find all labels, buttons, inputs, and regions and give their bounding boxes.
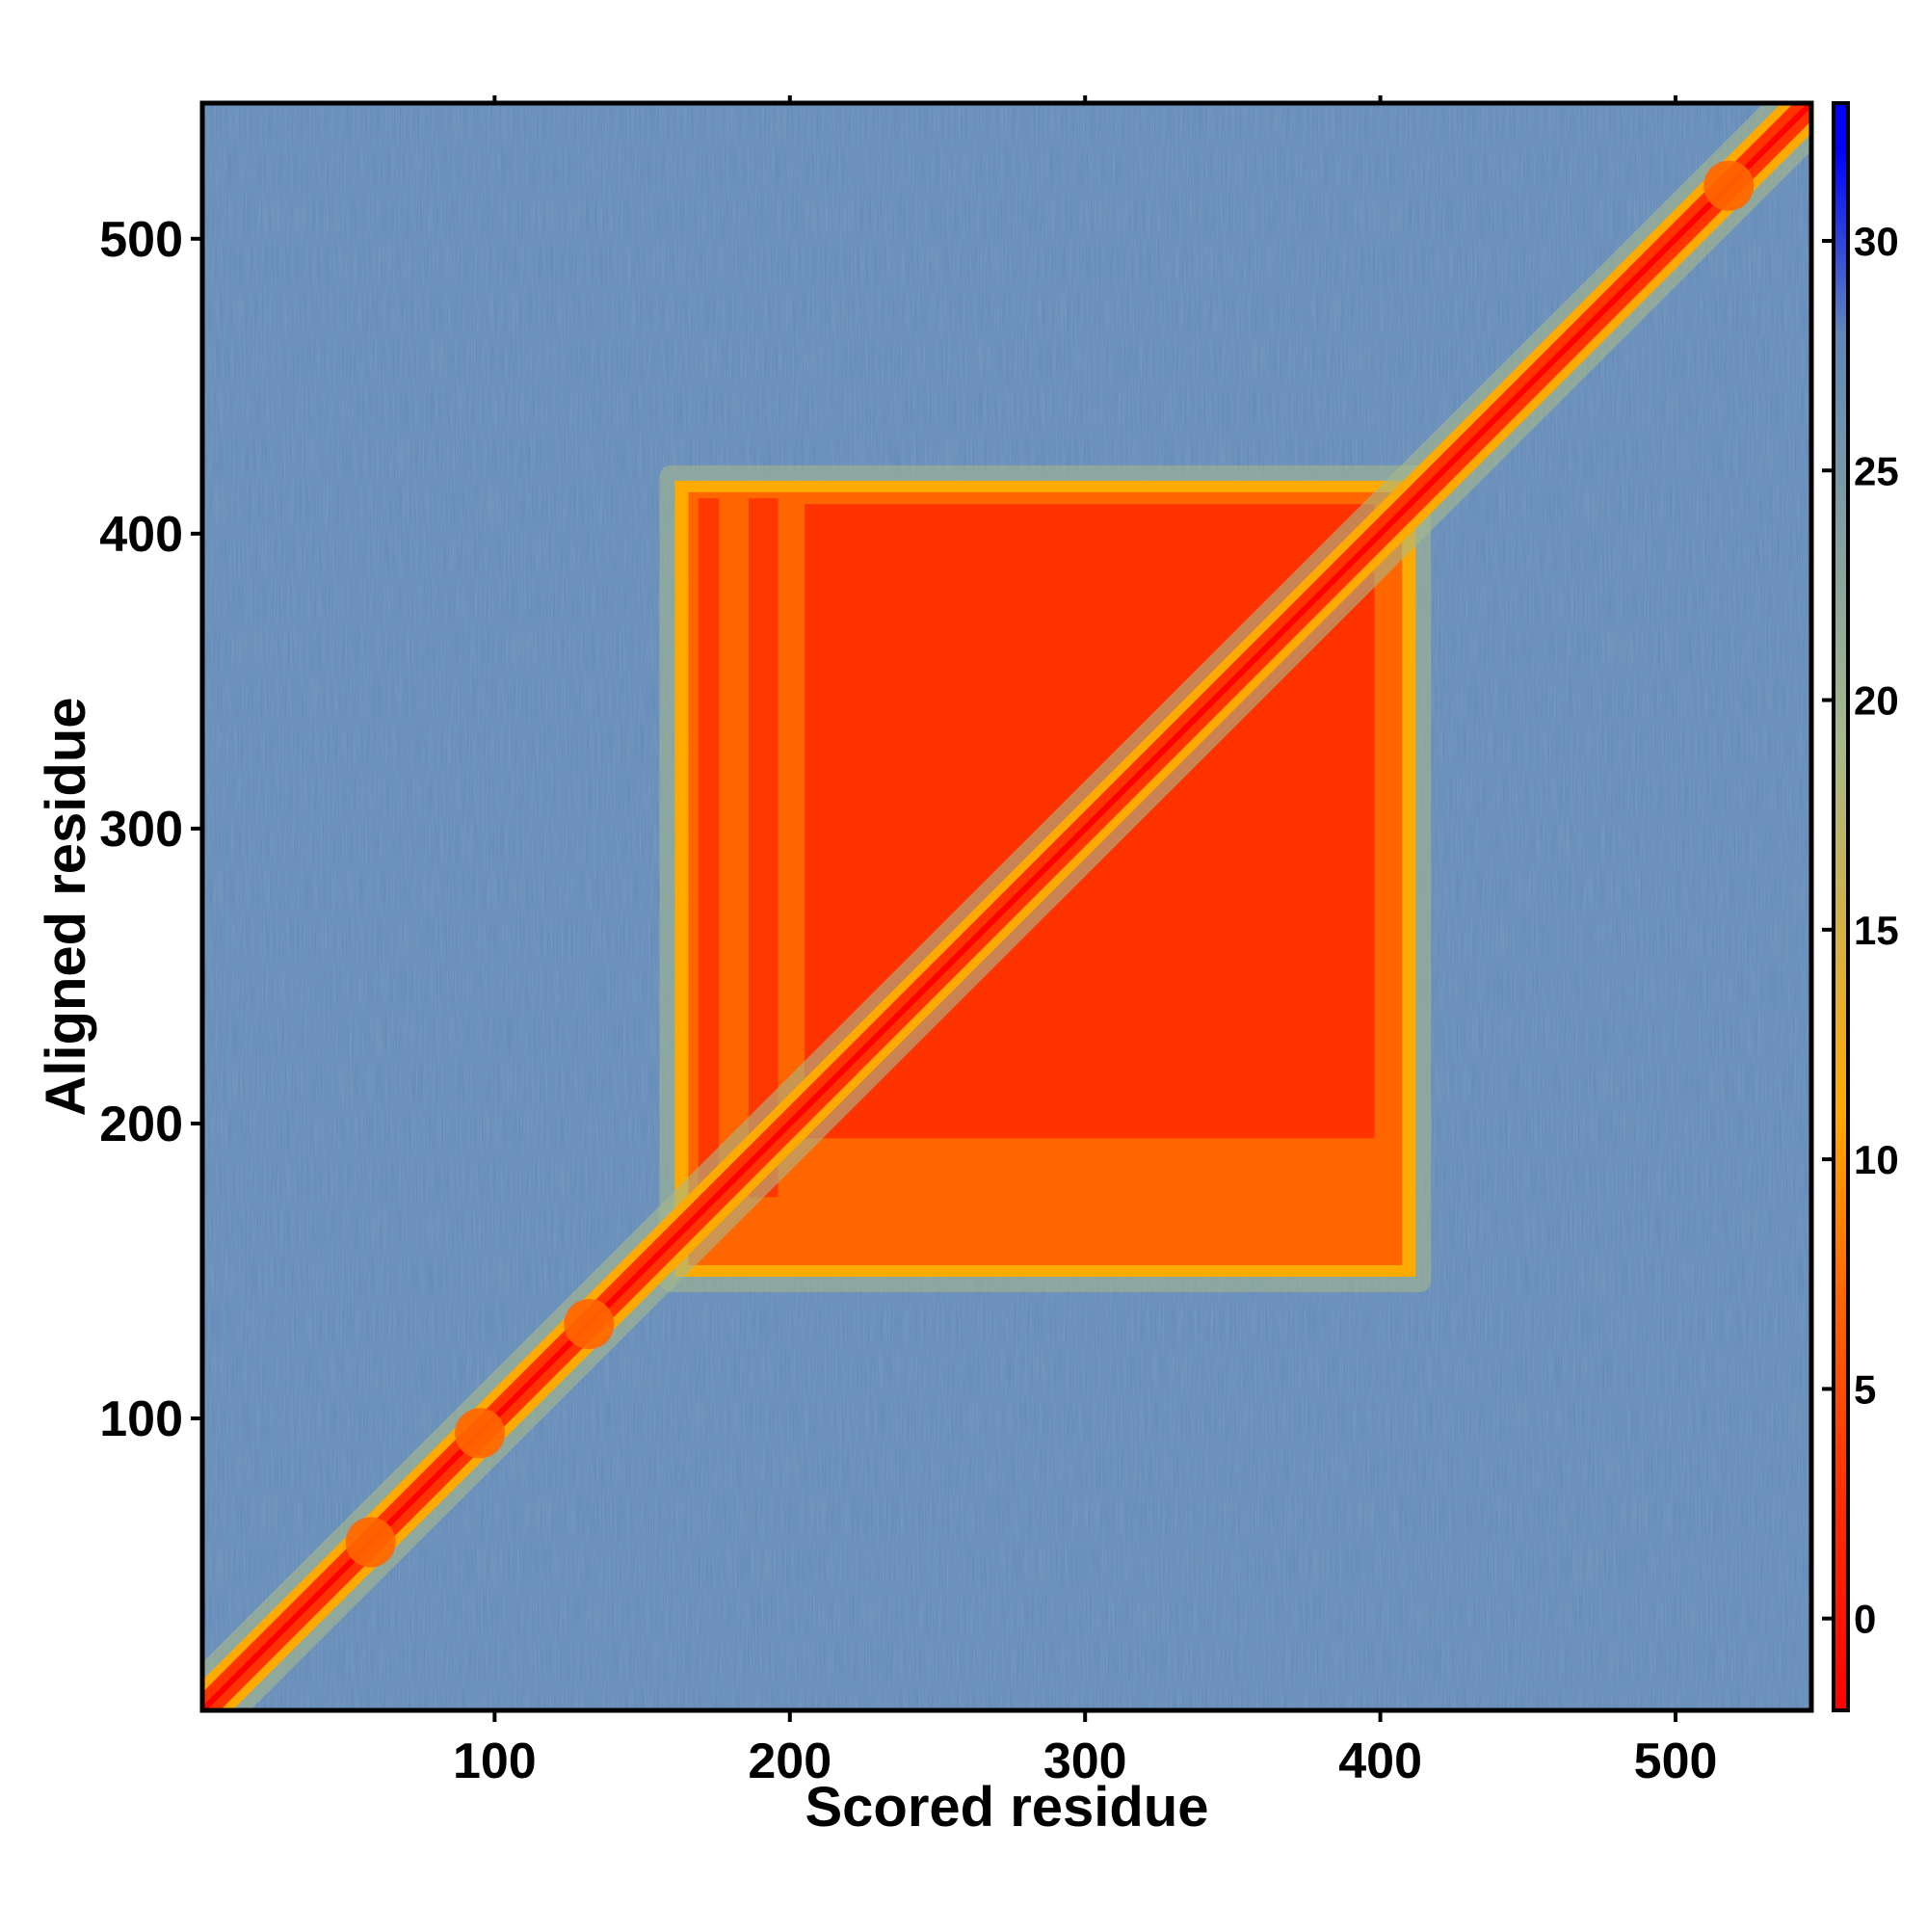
- plot-frame: [199, 100, 1814, 1713]
- y-tick-label: 400: [99, 507, 183, 563]
- y-tick-label: 200: [99, 1097, 183, 1152]
- block-band: [789, 1164, 1381, 1198]
- heatmap-area: [202, 103, 1811, 1710]
- diagonal-blob-1: [455, 1408, 506, 1459]
- colorbar-tick-label: 15: [1854, 908, 1899, 953]
- block-stripe-0: [698, 498, 720, 1198]
- block-stripe-1: [748, 498, 779, 1198]
- y-tick-label: 100: [99, 1391, 183, 1447]
- colorbar-gradient: [1832, 101, 1850, 1712]
- x-tick-label: 500: [1634, 1734, 1718, 1789]
- colorbar-tick-label: 0: [1854, 1597, 1876, 1642]
- colorbar-tick-label: 20: [1854, 678, 1899, 724]
- x-tick-label: 200: [748, 1734, 832, 1789]
- x-tick-label: 100: [453, 1734, 537, 1789]
- colorbar-tick-label: 5: [1854, 1366, 1876, 1412]
- colorbar: 0 5 10 15 20 25 30: [1822, 101, 1899, 1712]
- diagonal-blob-2: [564, 1299, 615, 1350]
- colorbar-tick-label: 25: [1854, 448, 1899, 493]
- colorbar-tick-label: 10: [1854, 1137, 1899, 1182]
- colorbar-tick-label: 30: [1854, 219, 1899, 264]
- y-axis-title: Aligned residue: [35, 697, 97, 1116]
- x-tick-label: 400: [1338, 1734, 1422, 1789]
- diagonal-blob-3: [1703, 160, 1755, 211]
- y-tick-label: 500: [99, 212, 183, 268]
- y-tick-label: 300: [99, 802, 183, 858]
- axes: 100 200 300 400 500 100 200 300 400 500: [99, 95, 1814, 1789]
- x-axis-title: Scored residue: [805, 1776, 1208, 1839]
- x-tick-label: 300: [1043, 1734, 1127, 1789]
- diagonal-blob-0: [345, 1517, 396, 1568]
